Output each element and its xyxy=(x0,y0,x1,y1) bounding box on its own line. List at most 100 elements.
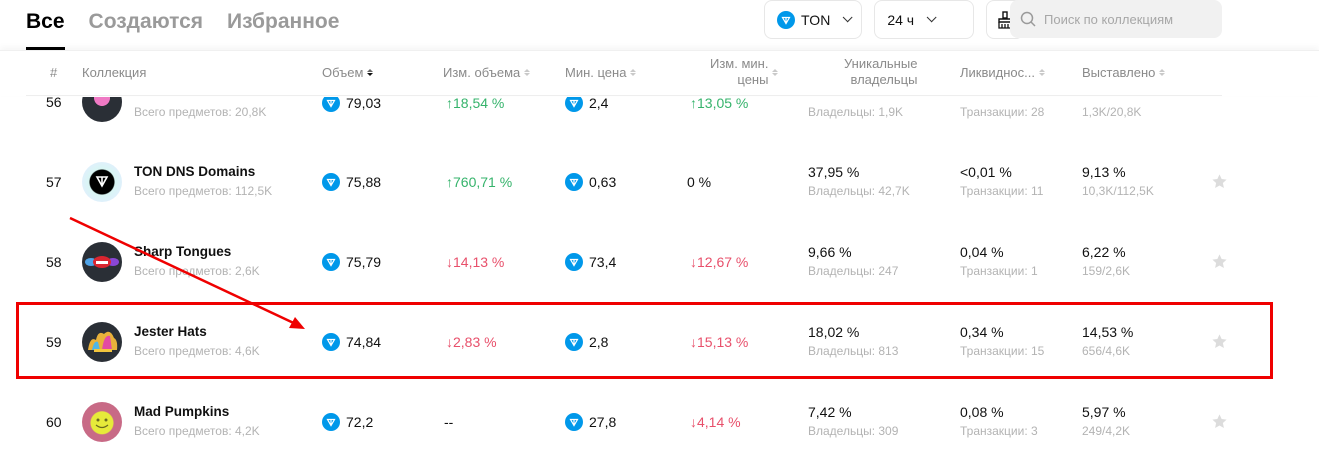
owners-count: Владельцы: 1,9K xyxy=(808,105,904,119)
listed-percent: 5,97 % xyxy=(1082,404,1126,420)
ton-icon xyxy=(565,97,583,112)
ton-icon xyxy=(322,333,340,351)
row-rank: 60 xyxy=(46,414,62,430)
listed-percent: 6,22 % xyxy=(1082,244,1126,260)
volume-value: 72,2 xyxy=(322,413,373,431)
owners-percent: 9,66 % xyxy=(808,244,852,260)
owners-percent: 7,42 % xyxy=(808,404,852,420)
jester-hat-image-icon xyxy=(88,331,118,352)
volume-value: 75,79 xyxy=(322,253,381,271)
owners-percent: 37,95 % xyxy=(808,164,860,180)
collection-avatar[interactable] xyxy=(82,242,122,282)
header-liquidity[interactable]: Ликвиднос... xyxy=(960,65,1045,80)
listed-percent: 9,13 % xyxy=(1082,164,1126,180)
liquidity-percent: 0,08 % xyxy=(960,404,1004,420)
timeframe-dropdown[interactable]: 24 ч xyxy=(874,0,975,39)
collection-avatar[interactable] xyxy=(82,97,122,122)
row-rank: 56 xyxy=(46,97,62,110)
header-listed[interactable]: Выставлено xyxy=(1082,65,1166,80)
chevron-down-icon xyxy=(842,12,853,23)
search-icon xyxy=(1020,11,1036,27)
transactions-count: Транзакции: 3 xyxy=(960,424,1038,438)
volume-change: ↑760,71 % xyxy=(446,174,513,190)
collection-name[interactable]: Jester Hats xyxy=(134,324,207,339)
transactions-count: Транзакции: 28 xyxy=(960,105,1045,119)
floor-price: 2,4 xyxy=(565,97,608,112)
header-floor-change[interactable]: Изм. мин. цены xyxy=(710,56,779,88)
ton-icon xyxy=(322,173,340,191)
favorite-star-icon[interactable] xyxy=(1211,253,1228,270)
table-row[interactable]: 58 Sharp Tongues Всего предметов: 2,6K 7… xyxy=(0,232,1319,312)
header-liquidity-label: Ликвиднос... xyxy=(960,65,1035,80)
owners-count: Владельцы: 42,7K xyxy=(808,184,910,198)
header-listed-label: Выставлено xyxy=(1082,65,1156,80)
table-row[interactable]: 56 Всего предметов: 20,8K 79,03 ↑18,54 %… xyxy=(0,97,1319,152)
collections-table: 56 Всего предметов: 20,8K 79,03 ↑18,54 %… xyxy=(0,97,1319,466)
favorite-star-icon[interactable] xyxy=(1211,333,1228,350)
listed-percent: 14,53 % xyxy=(1082,324,1134,340)
sort-desc-icon xyxy=(367,69,374,76)
table-row[interactable]: 59 Jester Hats Всего предметов: 4,6K 74,… xyxy=(0,312,1319,392)
header-divider xyxy=(26,95,1222,96)
volume-change: ↑18,54 % xyxy=(446,97,505,111)
favorite-star-icon[interactable] xyxy=(1211,173,1228,190)
ton-icon xyxy=(777,10,795,29)
floor-change: ↓12,67 % xyxy=(690,254,749,270)
tab-all[interactable]: Все xyxy=(26,0,65,50)
header-volume-change[interactable]: Изм. объема xyxy=(443,65,531,80)
header-floor-change-label: Изм. мин. цены xyxy=(710,56,769,87)
floor-price: 0,63 xyxy=(565,173,616,191)
filter-controls: TON 24 ч xyxy=(764,0,1025,40)
owners-count: Владельцы: 309 xyxy=(808,424,899,438)
sort-icon xyxy=(1038,69,1045,76)
collection-avatar[interactable] xyxy=(82,162,122,202)
collection-items: Всего предметов: 112,5K xyxy=(134,184,273,198)
volume-change: -- xyxy=(444,414,454,430)
floor-change: ↓15,13 % xyxy=(690,334,749,350)
listed-count: 249/4,2K xyxy=(1082,424,1131,438)
floor-change: 0 % xyxy=(687,174,712,190)
tab-favorites[interactable]: Избранное xyxy=(227,10,340,33)
collection-name[interactable]: Mad Pumpkins xyxy=(134,404,230,419)
header-volume-label: Объем xyxy=(322,65,364,80)
header-floor[interactable]: Мин. цена xyxy=(565,65,637,80)
collection-name[interactable]: Sharp Tongues xyxy=(134,244,232,259)
collection-avatar[interactable] xyxy=(82,322,122,362)
header-volume-change-label: Изм. объема xyxy=(443,65,521,80)
currency-dropdown[interactable]: TON xyxy=(764,0,863,39)
tab-creating[interactable]: Создаются xyxy=(88,10,204,33)
header-rank: # xyxy=(50,65,58,80)
collection-items: Всего предметов: 4,6K xyxy=(134,344,260,358)
transactions-count: Транзакции: 11 xyxy=(960,184,1044,198)
lips-image-icon xyxy=(85,256,119,268)
tab-bar: Все Создаются Избранное xyxy=(26,0,339,50)
floor-change: ↑13,05 % xyxy=(690,97,749,111)
ton-icon xyxy=(322,97,340,112)
liquidity-percent: 0,04 % xyxy=(960,244,1004,260)
floor-price: 73,4 xyxy=(565,253,616,271)
header-volume[interactable]: Объем xyxy=(322,65,374,80)
collection-name[interactable]: TON DNS Domains xyxy=(134,164,256,179)
ton-icon xyxy=(322,253,340,271)
collection-items: Всего предметов: 20,8K xyxy=(134,105,267,119)
ton-icon xyxy=(565,333,583,351)
search-input[interactable] xyxy=(1044,11,1214,27)
favorite-star-icon[interactable] xyxy=(1211,413,1228,430)
floor-change: ↓4,14 % xyxy=(690,414,741,430)
floor-price: 2,8 xyxy=(565,333,608,351)
table-row[interactable]: 57 TON DNS Domains Всего предметов: 112,… xyxy=(0,152,1319,232)
volume-value: 74,84 xyxy=(322,333,381,351)
collection-avatar[interactable] xyxy=(82,402,122,442)
ton-icon xyxy=(565,413,583,431)
volume-change: ↓2,83 % xyxy=(446,334,497,350)
table-row[interactable]: 60 Mad Pumpkins Всего предметов: 4,2K 72… xyxy=(0,392,1319,466)
ton-icon xyxy=(322,413,340,431)
pumpkin-image-icon xyxy=(95,418,109,429)
ton-icon xyxy=(565,173,583,191)
liquidity-percent: 0,34 % xyxy=(960,324,1004,340)
sort-icon xyxy=(630,69,637,76)
table-header: # Коллекция Объем Изм. объема Мин. цена … xyxy=(0,50,1319,96)
header-unique-owners[interactable]: Уникальные владельцы xyxy=(844,56,917,88)
chevron-down-icon xyxy=(926,12,937,23)
header-unique-owners-label: Уникальные владельцы xyxy=(844,56,918,87)
